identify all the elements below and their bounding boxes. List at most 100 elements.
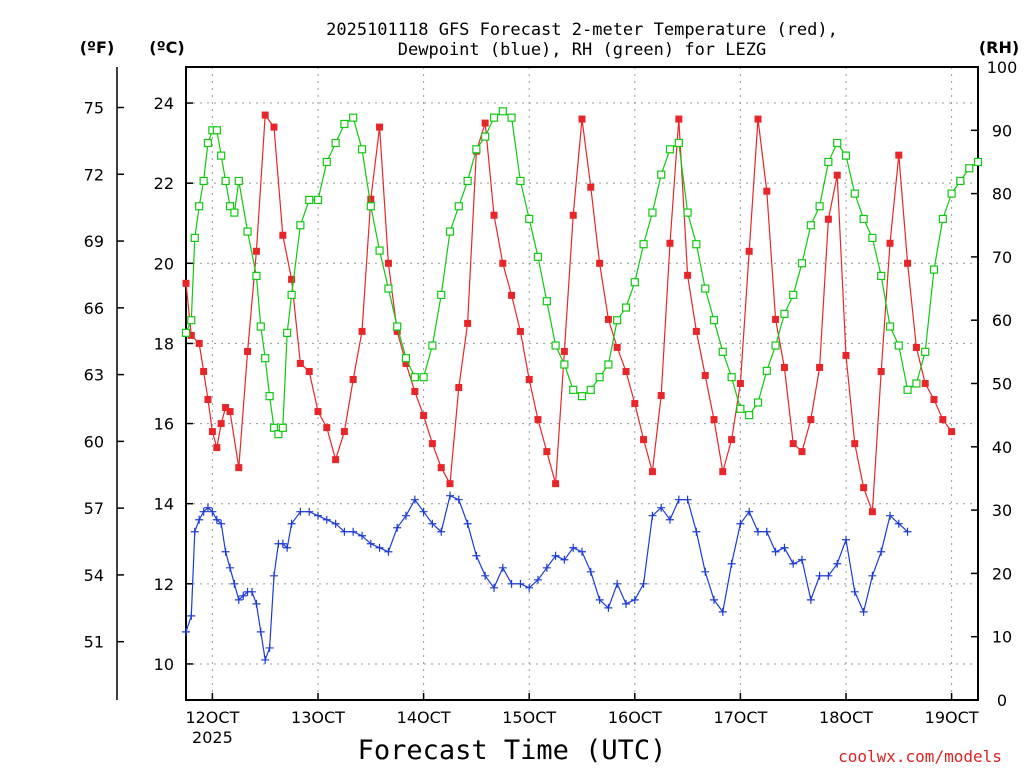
dewpoint-point	[604, 603, 613, 612]
fahrenheit-tick-label: 66	[84, 299, 104, 318]
relative-humidity-point	[265, 392, 274, 401]
dewpoint-point	[366, 539, 375, 548]
temperature-point	[508, 291, 516, 299]
relative-humidity-point	[753, 398, 763, 407]
dewpoint-point	[886, 511, 895, 520]
temperature-point	[446, 480, 454, 488]
temperature-point	[754, 115, 762, 123]
temperature-point	[675, 115, 683, 123]
relative-humidity-point	[230, 208, 239, 217]
dewpoint-point	[446, 491, 454, 500]
relative-humidity-point	[648, 208, 657, 217]
dewpoint-point	[754, 527, 763, 536]
temperature-point	[763, 187, 771, 195]
temperature-point	[569, 211, 577, 219]
x-tick-label: 17OCT	[713, 708, 767, 727]
relative-humidity-point	[195, 202, 204, 211]
relative-humidity-point	[313, 195, 323, 205]
series-layer	[181, 107, 983, 664]
dewpoint-point	[525, 583, 534, 592]
fahrenheit-tick-label: 75	[84, 99, 104, 118]
relative-humidity-point	[771, 341, 780, 350]
dewpoint-point	[199, 507, 208, 516]
dewpoint-point	[221, 547, 230, 556]
dewpoint-point	[578, 547, 586, 556]
dewpoint-point	[639, 579, 648, 588]
dewpoint-point	[252, 599, 261, 608]
dewpoint-point	[269, 571, 278, 580]
relative-humidity-point	[445, 227, 455, 236]
fahrenheit-tick-label: 57	[84, 499, 104, 518]
temperature-point	[772, 315, 780, 323]
relative-humidity-point	[252, 271, 261, 280]
dewpoint-point	[842, 535, 850, 544]
dewpoint-point	[287, 519, 296, 528]
temperature-point	[701, 371, 709, 379]
relative-humidity-point	[921, 347, 930, 356]
dewpoint-point	[428, 519, 437, 528]
relative-humidity-point	[551, 341, 560, 350]
temperature-point	[807, 416, 815, 424]
relative-humidity-point	[516, 176, 525, 186]
dewpoint-point	[463, 519, 472, 528]
relative-humidity-point	[639, 240, 648, 249]
relative-humidity-point	[419, 373, 428, 382]
relative-humidity-point	[428, 341, 437, 350]
chart-title-line-2: Dewpoint (blue), RH (green) for LEZG	[398, 40, 766, 60]
temperature-point	[204, 396, 212, 404]
dewpoint-point	[736, 519, 745, 528]
temperature-point	[270, 123, 278, 131]
relative-humidity-point	[912, 379, 921, 388]
relative-humidity-point	[736, 404, 745, 413]
relative-humidity-point	[199, 176, 208, 186]
rh-unit-label: (RH)	[979, 38, 1019, 57]
axes: 51 54 57 60 63 66 69 72 75 10 12 14 16 18 20 22 24 0 10 20 3…	[84, 58, 1018, 747]
dewpoint-point	[322, 515, 331, 524]
temperature-point	[384, 259, 392, 267]
relative-humidity-point	[595, 373, 604, 382]
temperature-point	[314, 408, 322, 416]
dewpoint-point	[657, 503, 666, 512]
temperature-point	[789, 440, 797, 448]
temperature-point	[860, 484, 868, 492]
celsius-tick-label: 10	[154, 655, 174, 674]
relative-humidity-point	[525, 214, 534, 224]
dewpoint-point	[437, 527, 446, 536]
temperature-point	[279, 231, 287, 239]
temperature-point	[613, 343, 621, 351]
relative-humidity-point	[833, 138, 842, 148]
relative-humidity-point	[322, 157, 331, 167]
temperature-point	[666, 239, 674, 247]
temperature-point	[868, 508, 876, 516]
dewpoint-point	[533, 575, 542, 584]
relative-humidity-point	[621, 303, 631, 312]
temperature-point	[780, 363, 788, 371]
relative-humidity-point	[683, 208, 692, 217]
relative-humidity-point	[841, 151, 851, 160]
fahrenheit-tick-label: 54	[84, 566, 104, 585]
dewpoint-point	[248, 587, 256, 596]
dewpoint-point	[305, 507, 314, 516]
temperature-point	[499, 259, 507, 267]
temperature-point	[332, 456, 340, 464]
relative-humidity-point	[815, 202, 824, 211]
relative-humidity-point	[701, 284, 710, 293]
relative-humidity-point	[287, 290, 296, 299]
relative-humidity-point	[877, 271, 886, 280]
relative-humidity-point	[956, 176, 965, 186]
relative-humidity-point	[203, 138, 213, 148]
rh-tick-label: 0	[997, 691, 1007, 710]
relative-humidity-point	[692, 240, 701, 249]
relative-humidity-point	[393, 322, 402, 331]
dewpoint-point	[212, 515, 221, 524]
temperature-point	[213, 444, 221, 452]
relative-humidity-point	[885, 322, 895, 331]
relative-humidity-point	[296, 221, 305, 230]
dewpoint-point	[894, 519, 903, 528]
dewpoint-point	[195, 515, 204, 524]
relative-humidity-point	[868, 233, 877, 243]
relative-humidity-point	[929, 265, 939, 274]
relative-humidity-point	[225, 202, 235, 211]
